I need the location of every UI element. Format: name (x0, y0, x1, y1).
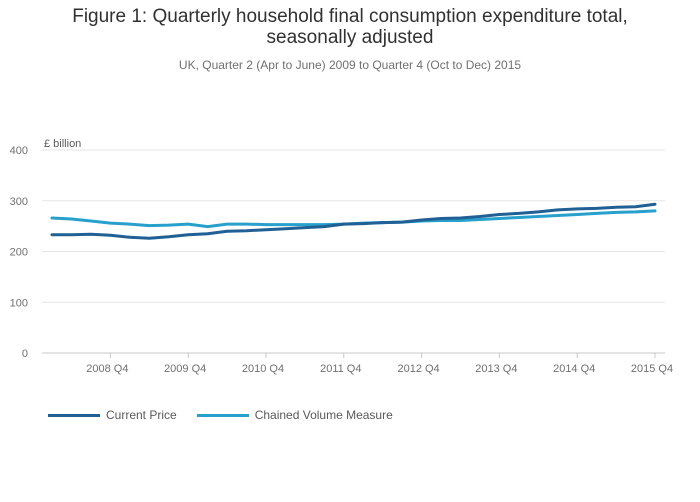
y-tick-label: 200 (10, 247, 28, 259)
x-tick-label: 2010 Q4 (242, 363, 284, 375)
y-tick-label: 0 (22, 348, 28, 360)
x-tick-label: 2008 Q4 (86, 363, 128, 375)
legend: Current Price Chained Volume Measure (48, 408, 413, 422)
legend-label-chained-volume: Chained Volume Measure (254, 408, 393, 422)
x-tick-label: 2013 Q4 (475, 363, 517, 375)
y-tick-label: 300 (10, 196, 28, 208)
grid-lines (42, 149, 665, 354)
x-tick-label: 2009 Q4 (164, 363, 206, 375)
x-tick-label: 2011 Q4 (320, 363, 361, 375)
x-tick-label: 2015 Q4 (631, 363, 673, 375)
series-line-current-price[interactable] (50, 202, 657, 240)
legend-swatch-current-price (48, 413, 100, 417)
legend-item-current-price[interactable]: Current Price (48, 408, 177, 422)
legend-label-current-price: Current Price (106, 408, 177, 422)
legend-item-chained-volume[interactable]: Chained Volume Measure (196, 408, 393, 422)
chart-title-line-1: Figure 1: Quarterly household final cons… (72, 6, 628, 27)
series-lines (50, 202, 657, 240)
y-axis: 0 100 200 300 400 (10, 145, 28, 360)
y-unit-label: £ billion (44, 138, 81, 150)
x-tick-label: 2014 Q4 (553, 363, 595, 375)
x-axis: 2008 Q4 2009 Q4 2010 Q4 2011 Q4 2012 Q4 2013 … (86, 353, 673, 375)
y-tick-label: 100 (10, 297, 28, 309)
chart-subtitle: UK, Quarter 2 (Apr to June) 2009 to Quar… (178, 58, 522, 72)
legend-swatch-chained-volume (196, 413, 249, 417)
y-tick-label: 400 (10, 145, 28, 157)
x-tick-label: 2012 Q4 (397, 363, 439, 375)
chart-title: Figure 1: Quarterly household final cons… (0, 6, 700, 48)
chart-title-line-2: seasonally adjusted (266, 27, 434, 48)
